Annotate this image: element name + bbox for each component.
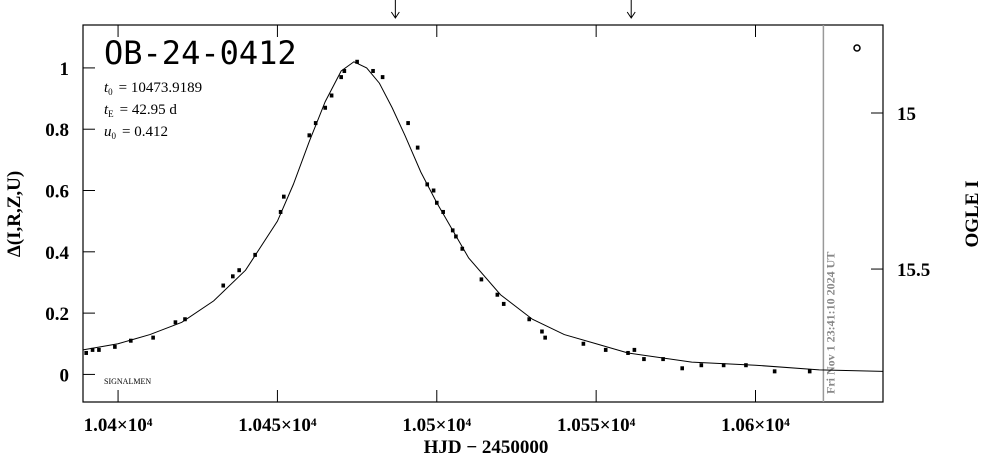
data-point: [221, 283, 226, 288]
now-label: Fri Nov 1 23:41:10 2024 UT: [823, 252, 837, 394]
data-point: [339, 75, 343, 80]
data-point: [183, 317, 187, 322]
param-symbol: t: [104, 102, 109, 118]
data-point: [313, 121, 318, 126]
data-point: [501, 301, 506, 306]
x-tick-label: 1.045×10⁴: [238, 415, 317, 436]
data-point: [632, 347, 637, 352]
x-tick-label: 1.06×10⁴: [721, 415, 790, 436]
data-point: [431, 188, 436, 193]
data-point: [406, 121, 410, 126]
x-tick-label: 1.04×10⁴: [84, 415, 153, 436]
data-point: [237, 268, 241, 273]
plot-frame: [82, 24, 884, 403]
arrow: [626, 0, 636, 19]
data-point: [129, 338, 133, 343]
data-point: [495, 292, 500, 297]
y-tick-label: 1: [60, 59, 70, 80]
data-point: [807, 369, 812, 374]
param-symbol: u: [104, 124, 112, 140]
data-point: [661, 357, 665, 362]
data-point: [380, 75, 385, 80]
x-tick-label: 1.05×10⁴: [402, 415, 471, 436]
param-subscript: 0: [112, 131, 117, 141]
param-value: = 42.95 d: [120, 102, 178, 118]
y2-axis-label: OGLE I: [962, 180, 983, 247]
data-point: [460, 246, 465, 251]
data-point: [772, 369, 777, 374]
legend-symbol: [853, 44, 861, 52]
param-value: = 10473.9189: [119, 80, 202, 96]
data-point: [231, 274, 235, 279]
data-point: [721, 363, 726, 368]
data-point: [329, 93, 334, 98]
data-point: [479, 277, 484, 282]
data-point: [173, 320, 178, 325]
y-axis-label: Δ(I,R,Z,U): [4, 171, 25, 257]
model-curve: [82, 61, 884, 372]
y-tick-label: 0.8: [45, 120, 69, 141]
y-tick-label: 0.4: [45, 243, 69, 264]
fit-parameter: t0 = 10473.9189: [104, 80, 202, 97]
data-point: [323, 105, 328, 110]
param-subscript: E: [108, 109, 114, 119]
data-point: [307, 133, 312, 138]
y-tick-label: 0: [60, 365, 70, 386]
data-point: [90, 347, 95, 352]
data-point: [113, 344, 117, 349]
data-point: [281, 194, 286, 199]
y2-tick-label: 15: [897, 104, 916, 125]
fit-parameter: u0 = 0.412: [104, 124, 168, 141]
data-point: [415, 145, 420, 150]
data-point: [699, 363, 704, 368]
y-tick-label: 0.2: [45, 304, 69, 325]
data-point: [603, 347, 608, 352]
param-subscript: 0: [108, 87, 113, 97]
param-symbol: t: [104, 80, 109, 96]
data-point: [151, 335, 155, 340]
data-point: [527, 317, 532, 322]
x-axis-label: HJD − 2450000: [424, 437, 549, 458]
data-point: [540, 329, 544, 334]
data-point: [84, 350, 88, 355]
chart-title: OB-24-0412: [104, 34, 297, 72]
y2-tick-label: 15.5: [897, 260, 930, 281]
fit-parameter: tE = 42.95 d: [104, 102, 177, 119]
data-point: [371, 68, 375, 73]
data-point: [581, 341, 586, 346]
param-value: = 0.412: [122, 124, 168, 140]
x-tick-label: 1.055×10⁴: [557, 415, 636, 436]
arrow: [390, 0, 400, 19]
data-point: [642, 357, 646, 362]
y-tick-label: 0.6: [45, 182, 69, 203]
data-point: [543, 335, 547, 340]
credit: SIGNALMEN: [104, 377, 151, 386]
data-point: [278, 209, 283, 214]
data-point: [342, 68, 347, 73]
data-point: [355, 59, 359, 64]
data-point: [97, 347, 101, 352]
data-point: [680, 366, 685, 371]
data-point: [441, 209, 445, 214]
